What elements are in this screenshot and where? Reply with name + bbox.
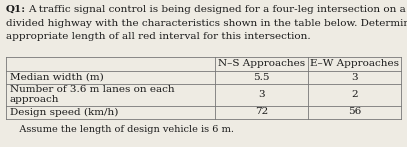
Text: E–W Approaches: E–W Approaches bbox=[310, 59, 399, 68]
Text: 3: 3 bbox=[258, 90, 265, 99]
Text: Median width (m): Median width (m) bbox=[10, 72, 104, 81]
Text: appropriate length of all red interval for this intersection.: appropriate length of all red interval f… bbox=[6, 32, 311, 41]
Text: 56: 56 bbox=[348, 107, 361, 117]
Text: Number of 3.6 m lanes on each
approach: Number of 3.6 m lanes on each approach bbox=[10, 85, 175, 104]
Text: 3: 3 bbox=[351, 72, 358, 81]
Text: 5.5: 5.5 bbox=[254, 72, 270, 81]
Text: Assume the length of design vehicle is 6 m.: Assume the length of design vehicle is 6… bbox=[10, 125, 234, 134]
Text: Design speed (km/h): Design speed (km/h) bbox=[10, 107, 118, 117]
Text: 72: 72 bbox=[255, 107, 268, 117]
Text: N–S Approaches: N–S Approaches bbox=[218, 59, 305, 68]
Text: A traffic signal control is being designed for a four-leg intersection on a: A traffic signal control is being design… bbox=[28, 5, 406, 14]
Text: 2: 2 bbox=[351, 90, 358, 99]
Text: Q1:: Q1: bbox=[6, 5, 26, 14]
Text: divided highway with the characteristics shown in the table below. Determine an: divided highway with the characteristics… bbox=[6, 19, 407, 27]
